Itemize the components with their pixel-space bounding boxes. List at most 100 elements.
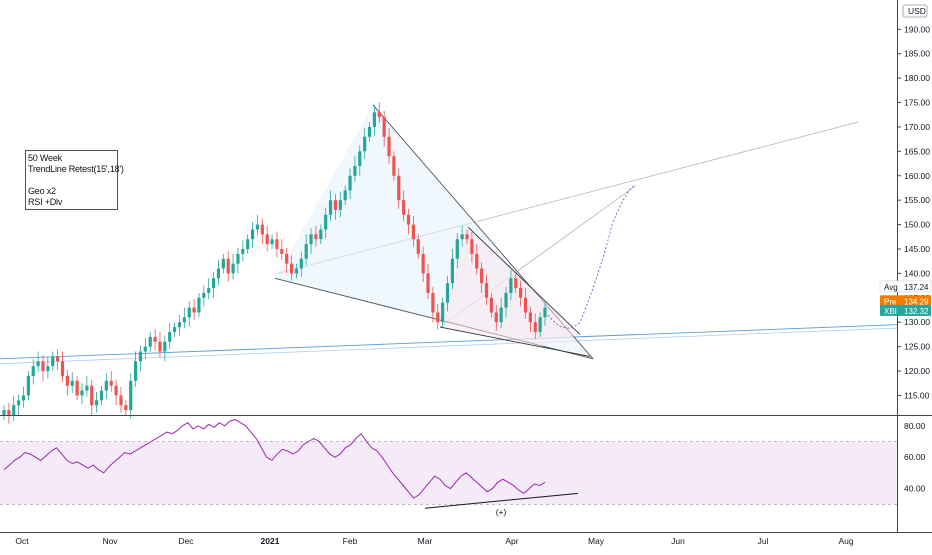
candle-body[interactable]: [80, 390, 84, 396]
candle-body[interactable]: [406, 214, 411, 225]
candle-body[interactable]: [270, 239, 274, 245]
candle-body[interactable]: [85, 385, 89, 391]
candle-body[interactable]: [499, 307, 503, 323]
candle-body[interactable]: [172, 327, 177, 332]
candle-body[interactable]: [475, 253, 479, 269]
candle-body[interactable]: [280, 249, 284, 254]
candle-body[interactable]: [138, 351, 143, 362]
candle-body[interactable]: [104, 380, 108, 391]
candle-body[interactable]: [148, 336, 152, 347]
candle-body[interactable]: [416, 239, 420, 254]
candle-body[interactable]: [338, 200, 342, 210]
candle-body[interactable]: [192, 307, 196, 313]
candle-body[interactable]: [387, 136, 391, 157]
candle-body[interactable]: [294, 268, 299, 274]
candle-body[interactable]: [41, 361, 45, 372]
candle-body[interactable]: [153, 336, 157, 342]
candle-body[interactable]: [514, 278, 518, 289]
candle-body[interactable]: [304, 244, 308, 259]
candle-body[interactable]: [124, 405, 128, 411]
candle-body[interactable]: [75, 380, 79, 396]
candle-body[interactable]: [299, 258, 303, 269]
candle-body[interactable]: [372, 112, 377, 127]
candle-body[interactable]: [70, 380, 74, 386]
candle-body[interactable]: [65, 375, 69, 386]
candle-body[interactable]: [367, 126, 372, 137]
candle-body[interactable]: [333, 200, 338, 210]
candle-body[interactable]: [143, 346, 147, 352]
candle-body[interactable]: [95, 400, 99, 406]
candle-body[interactable]: [309, 234, 313, 245]
candle-body[interactable]: [494, 312, 498, 323]
candle-body[interactable]: [46, 366, 50, 372]
candle-body[interactable]: [60, 361, 65, 376]
candle-body[interactable]: [328, 200, 333, 215]
candle-body[interactable]: [182, 317, 186, 323]
candle-body[interactable]: [289, 263, 294, 274]
candle-body[interactable]: [236, 253, 240, 264]
candle-body[interactable]: [343, 190, 347, 201]
candle-body[interactable]: [99, 390, 104, 401]
candle-body[interactable]: [324, 214, 328, 230]
candle-body[interactable]: [314, 234, 318, 240]
candle-body[interactable]: [56, 356, 60, 362]
candle-body[interactable]: [26, 375, 30, 396]
candle-body[interactable]: [509, 278, 513, 293]
candle-body[interactable]: [133, 361, 138, 381]
candle-body[interactable]: [489, 297, 493, 313]
candle-body[interactable]: [397, 175, 401, 201]
candle-body[interactable]: [255, 224, 260, 230]
candle-body[interactable]: [187, 307, 191, 318]
candle-body[interactable]: [450, 258, 454, 284]
candle-body[interactable]: [275, 239, 279, 249]
candle-body[interactable]: [90, 385, 94, 406]
candle-body[interactable]: [377, 112, 381, 118]
candle-body[interactable]: [519, 288, 523, 298]
candle-body[interactable]: [392, 156, 396, 176]
candle-body[interactable]: [231, 263, 235, 274]
candle-body[interactable]: [265, 234, 269, 245]
candle-body[interactable]: [114, 385, 118, 396]
candle-body[interactable]: [460, 234, 464, 240]
candle-body[interactable]: [319, 229, 323, 240]
candle-body[interactable]: [470, 239, 474, 254]
candle-body[interactable]: [129, 380, 133, 411]
candle-body[interactable]: [241, 249, 245, 254]
candle-body[interactable]: [504, 292, 508, 308]
candle-body[interactable]: [543, 307, 547, 318]
candle-body[interactable]: [250, 229, 255, 240]
candle-body[interactable]: [163, 341, 167, 352]
candle-body[interactable]: [7, 410, 11, 415]
candle-body[interactable]: [221, 258, 225, 269]
candle-body[interactable]: [158, 341, 162, 352]
candle-body[interactable]: [523, 297, 528, 313]
candle-body[interactable]: [436, 312, 440, 323]
candle-body[interactable]: [431, 292, 435, 313]
candle-body[interactable]: [348, 175, 352, 191]
candle-body[interactable]: [411, 224, 416, 240]
candle-body[interactable]: [358, 151, 362, 166]
candle-body[interactable]: [533, 322, 537, 332]
candle-body[interactable]: [197, 297, 201, 313]
candle-body[interactable]: [353, 166, 357, 176]
candle-body[interactable]: [426, 273, 430, 293]
candle-body[interactable]: [402, 200, 406, 215]
candle-body[interactable]: [455, 239, 459, 259]
candle-body[interactable]: [285, 253, 289, 264]
candle-body[interactable]: [202, 292, 206, 298]
candle-body[interactable]: [17, 400, 21, 406]
candle-body[interactable]: [12, 405, 16, 415]
candle-body[interactable]: [211, 278, 216, 289]
candles[interactable]: [2, 102, 547, 424]
candle-body[interactable]: [21, 395, 26, 401]
candle-body[interactable]: [168, 332, 172, 342]
candle-body[interactable]: [441, 302, 445, 323]
candle-body[interactable]: [36, 361, 40, 367]
candle-body[interactable]: [31, 366, 35, 376]
candle-body[interactable]: [207, 288, 211, 293]
candle-body[interactable]: [2, 410, 6, 415]
candle-body[interactable]: [260, 224, 264, 235]
candle-body[interactable]: [382, 117, 386, 137]
candle-body[interactable]: [109, 380, 113, 386]
candle-body[interactable]: [421, 253, 425, 274]
